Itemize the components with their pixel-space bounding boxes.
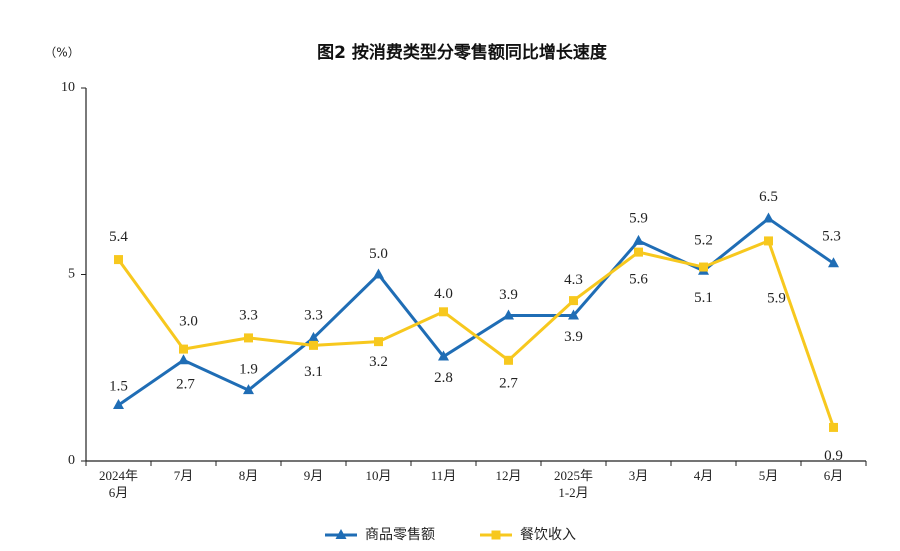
data-label: 5.3 [822, 229, 841, 245]
data-point-triangle [243, 384, 254, 395]
data-label: 3.9 [499, 287, 518, 303]
x-tick-label-line: 3月 [629, 468, 649, 483]
data-label: 2.7 [499, 376, 518, 392]
data-label: 4.3 [564, 272, 583, 288]
plot-area: 0 5 10 2024年 6月 7月 8月 9月 10月 11月 12月 2025年 1-2月 3月 4月 5… [61, 80, 867, 543]
data-label: 4.0 [434, 286, 453, 302]
legend-label: 餐饮收入 [520, 527, 576, 543]
data-point-triangle [113, 399, 124, 410]
data-point-square [179, 344, 188, 354]
y-tick-label: 5 [68, 267, 75, 282]
data-label: 3.3 [304, 307, 323, 323]
data-point-square [634, 247, 643, 257]
data-point-triangle [763, 212, 774, 223]
data-point-triangle [178, 354, 189, 365]
data-label: 5.9 [629, 210, 648, 226]
y-tick-label: 0 [68, 453, 75, 468]
data-label: 0.9 [824, 448, 843, 464]
x-tick-label-line: 12月 [495, 468, 521, 483]
data-point-square [309, 340, 318, 350]
x-tick-label-line: 7月 [174, 468, 194, 483]
x-tick-label: 4月 [694, 468, 714, 483]
x-tick-label: 7月 [174, 468, 194, 483]
data-point-triangle [373, 268, 384, 279]
series-line [117, 239, 835, 428]
legend-item-2: 餐饮收入 [480, 527, 576, 543]
data-point-square [829, 422, 838, 432]
data-label: 1.5 [109, 378, 128, 394]
x-tick-label-line: 9月 [304, 468, 324, 483]
data-label: 6.5 [759, 189, 778, 205]
data-point-triangle [438, 350, 449, 361]
data-label: 5.0 [369, 246, 388, 262]
data-label: 3.0 [179, 314, 198, 330]
data-point-triangle [568, 309, 579, 320]
data-label: 2.8 [434, 370, 453, 386]
data-label: 5.1 [694, 290, 713, 306]
chart-title: 图2 按消费类型分零售额同比增长速度 [317, 42, 608, 63]
data-label: 3.2 [369, 354, 388, 370]
data-label: 1.9 [239, 362, 258, 378]
x-tick-label: 12月 [495, 468, 521, 483]
x-tick-label-line: 4月 [694, 468, 714, 483]
x-tick-label: 2024年 6月 [99, 468, 138, 500]
x-tick-label: 5月 [759, 468, 779, 483]
data-label: 5.2 [694, 232, 713, 248]
y-tick-label: 10 [61, 80, 75, 95]
x-tick-label: 3月 [629, 468, 649, 483]
data-point-square [439, 307, 448, 317]
legend-marker-triangle [335, 529, 347, 539]
x-tick-label: 9月 [304, 468, 324, 483]
data-label: 3.3 [239, 307, 258, 323]
data-point-triangle [633, 234, 644, 245]
data-point-square [374, 337, 383, 347]
series-2 [114, 236, 838, 432]
x-tick-label: 8月 [239, 468, 259, 483]
x-tick-label: 6月 [824, 468, 844, 483]
x-tick-label-line: 2024年 [99, 468, 138, 483]
data-label: 5.6 [629, 272, 648, 288]
data-point-square [114, 255, 123, 265]
x-tick-label-line: 5月 [759, 468, 779, 483]
data-point-square [504, 355, 513, 365]
x-tick-label: 10月 [365, 468, 391, 483]
data-label: 2.7 [176, 377, 195, 393]
data-label: 3.9 [564, 329, 583, 345]
x-tick-label-line: 2025年 [554, 468, 593, 483]
x-tick-label-line: 6月 [109, 485, 129, 500]
data-label: 5.9 [767, 290, 786, 306]
data-point-triangle [503, 309, 514, 320]
data-point-square [764, 236, 773, 246]
data-point-triangle [308, 331, 319, 342]
data-point-square [569, 296, 578, 306]
data-label: 5.4 [109, 229, 128, 245]
legend-item-1: 商品零售额 [325, 527, 435, 543]
x-tick-label: 2025年 1-2月 [554, 468, 593, 500]
legend-marker-square [491, 530, 501, 540]
data-point-triangle [828, 257, 839, 268]
y-axis-unit: （%） [44, 46, 79, 60]
x-tick-label-line: 1-2月 [558, 485, 588, 500]
data-point-square [244, 333, 253, 343]
x-tick-label-line: 10月 [365, 468, 391, 483]
x-tick-label: 11月 [431, 468, 457, 483]
x-tick-label-line: 11月 [431, 468, 457, 483]
legend-label: 商品零售额 [365, 527, 435, 543]
data-label: 3.1 [304, 364, 323, 380]
x-tick-label-line: 6月 [824, 468, 844, 483]
data-point-square [699, 262, 708, 272]
x-tick-label-line: 8月 [239, 468, 259, 483]
